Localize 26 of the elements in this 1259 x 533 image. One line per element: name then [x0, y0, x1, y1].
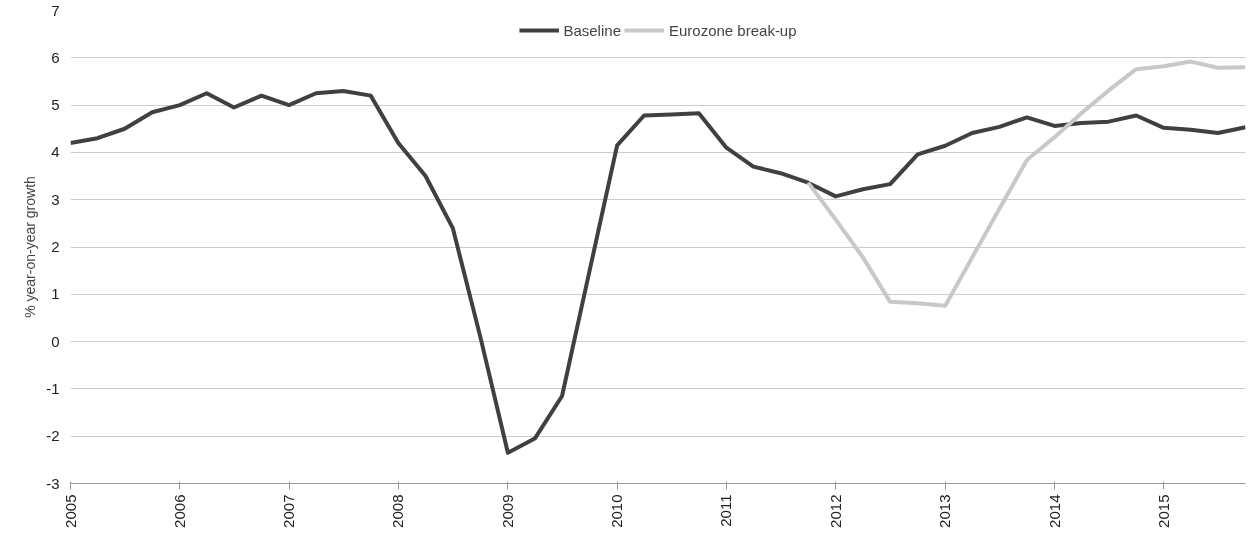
y-tick-label: 3 — [51, 190, 60, 208]
y-tick-label: 4 — [51, 143, 60, 161]
y-tick-label: -3 — [46, 474, 60, 492]
x-tick-label: 2005 — [61, 494, 79, 528]
legend-label: Baseline — [563, 21, 621, 39]
x-tick-label: 2012 — [826, 494, 844, 528]
x-tick-label: 2006 — [170, 494, 188, 528]
x-tick-label: 2013 — [936, 494, 954, 528]
y-tick-label: 7 — [51, 1, 60, 19]
y-tick-label: 1 — [51, 285, 60, 303]
y-tick-label: -2 — [46, 427, 60, 445]
x-tick-label: 2008 — [389, 494, 407, 528]
y-tick-label: -1 — [46, 379, 60, 397]
x-tick-label: 2009 — [498, 494, 516, 528]
x-tick-label: 2007 — [280, 494, 298, 528]
x-tick-label: 2010 — [608, 494, 626, 528]
y-tick-label: 6 — [51, 48, 60, 66]
y-axis-title: % year-on-year growth — [22, 176, 39, 318]
x-tick-label: 2015 — [1154, 494, 1172, 528]
y-tick-label: 2 — [51, 238, 60, 255]
line-series — [70, 88, 1246, 455]
x-tick-label: 2014 — [1045, 494, 1063, 528]
x-tick-label: 2011 — [717, 494, 735, 527]
y-tick-label: 0 — [51, 332, 60, 350]
legend-label: Eurozone break-up — [668, 21, 797, 39]
y-tick-label: 5 — [51, 96, 60, 114]
